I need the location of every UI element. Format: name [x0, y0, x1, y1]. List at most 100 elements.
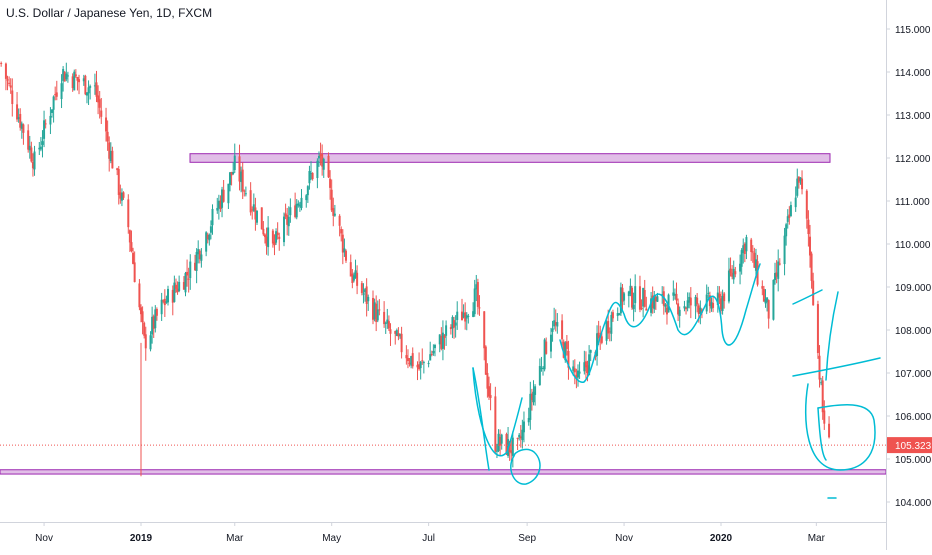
candle [411, 347, 414, 369]
candle [723, 291, 726, 309]
candle [287, 206, 290, 236]
candle [6, 75, 9, 91]
candle [750, 237, 753, 261]
candle [511, 431, 514, 468]
candle [395, 328, 398, 337]
candle [621, 283, 624, 310]
candle [20, 121, 23, 139]
hand-drawing-stroke[interactable] [472, 367, 490, 471]
candle [140, 304, 142, 323]
candle [386, 308, 389, 329]
candle [739, 254, 742, 285]
candle [19, 108, 22, 131]
x-tick-label: 2020 [710, 533, 733, 544]
candle [352, 272, 355, 283]
hand-drawing-stroke[interactable] [472, 367, 508, 457]
candle [187, 267, 190, 293]
hand-drawing-stroke[interactable] [825, 291, 839, 381]
hand-drawing-stroke[interactable] [792, 357, 881, 377]
candle [128, 229, 131, 252]
candle [405, 345, 408, 365]
candle [699, 300, 702, 325]
candle [489, 383, 492, 411]
candle [764, 289, 767, 308]
candle [720, 291, 722, 315]
candle [373, 298, 376, 322]
candle [233, 143, 236, 173]
candle [295, 198, 298, 220]
candle [767, 299, 770, 329]
candle [745, 234, 748, 260]
hand-drawing-stroke[interactable] [510, 448, 541, 485]
candle [41, 130, 44, 158]
candle [100, 97, 103, 124]
hand-drawing-stroke[interactable] [817, 407, 827, 461]
x-tick-label: May [322, 533, 341, 544]
resistance-zone[interactable] [189, 153, 831, 163]
candle [743, 242, 746, 263]
candle [632, 292, 635, 322]
candle [828, 416, 831, 439]
x-tick-label: 2019 [130, 533, 153, 544]
candle [708, 291, 711, 313]
candle [551, 320, 554, 342]
candle [43, 110, 46, 148]
y-tick-label: 107.000 [895, 369, 932, 380]
candle [105, 107, 108, 142]
candle [573, 359, 576, 385]
candle [588, 345, 591, 376]
candle [705, 284, 708, 315]
candle [438, 334, 441, 353]
candle [662, 286, 665, 315]
candle [117, 166, 120, 205]
candle [316, 158, 319, 189]
y-tick-label: 105.000 [895, 455, 932, 466]
candle [623, 291, 626, 306]
candle [209, 220, 212, 240]
candle [527, 407, 530, 426]
candle [688, 292, 691, 309]
candle [619, 282, 622, 316]
candle [230, 171, 233, 186]
candle [456, 301, 459, 330]
candle [365, 278, 368, 317]
candle [794, 186, 797, 212]
candle [665, 301, 668, 325]
hand-drawing-stroke[interactable] [506, 397, 523, 453]
candle [678, 306, 681, 328]
support-zone[interactable] [0, 469, 887, 475]
candle [243, 189, 246, 197]
candle [78, 74, 81, 95]
candle [478, 295, 481, 316]
candle [306, 185, 309, 203]
candle [451, 315, 454, 339]
candle [761, 280, 764, 296]
candle [155, 307, 158, 321]
candle [786, 209, 789, 229]
candle [488, 376, 490, 400]
candle [205, 231, 208, 257]
candle [240, 166, 243, 193]
hand-drawing-stroke[interactable] [792, 289, 823, 305]
candle [483, 310, 486, 361]
candle [378, 299, 381, 316]
candle [74, 69, 77, 78]
candle [319, 142, 322, 166]
candle [38, 141, 41, 156]
candle [376, 300, 379, 323]
x-tick-label: Nov [35, 533, 53, 544]
candle [460, 298, 463, 321]
candle [778, 258, 781, 266]
candle [228, 171, 231, 192]
candle [0, 61, 3, 67]
candle [710, 297, 713, 312]
candle [151, 306, 154, 344]
hand-drawing-stroke[interactable] [559, 263, 761, 383]
candle [22, 123, 25, 145]
candle [221, 186, 224, 218]
hand-drawing-stroke[interactable] [804, 383, 876, 471]
candle [734, 266, 737, 278]
candle [672, 280, 675, 301]
